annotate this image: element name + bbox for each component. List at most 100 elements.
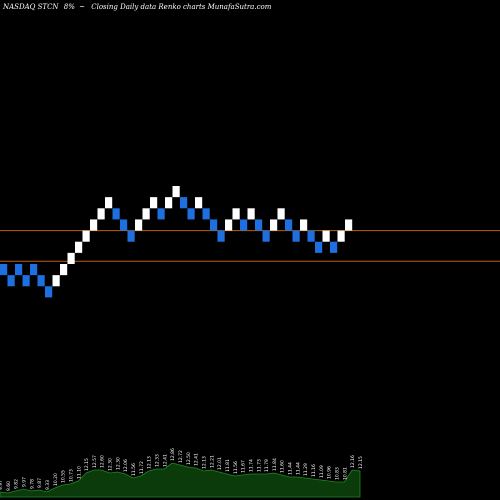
volume-label: 10.55 — [61, 470, 67, 483]
renko-brick — [285, 219, 293, 231]
renko-brick — [150, 197, 158, 209]
renko-brick — [22, 275, 30, 287]
volume-label: 11.81 — [225, 459, 231, 472]
volume-label: 12.16 — [350, 455, 356, 468]
volume-label: 11.73 — [256, 459, 262, 472]
renko-brick — [60, 264, 68, 276]
renko-brick — [67, 252, 75, 264]
volume-label: 12.15 — [84, 458, 90, 471]
renko-brick — [112, 208, 120, 220]
renko-brick — [30, 264, 38, 276]
volume-label: 12.06 — [123, 459, 129, 472]
renko-brick — [217, 230, 225, 242]
volume-label: 9.97 — [21, 477, 27, 487]
volume-label: 11.44 — [288, 462, 294, 475]
renko-brick — [135, 219, 143, 231]
renko-brick — [240, 219, 248, 231]
renko-brick — [75, 241, 83, 253]
volume-label: 12.41 — [162, 454, 168, 467]
volume-label: 12.57 — [92, 455, 98, 468]
volume-panel — [0, 462, 361, 498]
volume-label: 12.72 — [178, 450, 184, 463]
volume-label: 11.44 — [295, 462, 301, 475]
renko-brick — [127, 230, 135, 242]
renko-brick — [15, 264, 23, 276]
renko-bricks — [0, 186, 353, 298]
volume-label: 11.10 — [76, 466, 82, 479]
renko-brick — [202, 208, 210, 220]
renko-brick — [7, 275, 15, 287]
renko-brick — [247, 208, 255, 220]
renko-brick — [292, 230, 300, 242]
volume-label: 11.84 — [272, 458, 278, 471]
change-label: 8% — [64, 3, 75, 11]
volume-labels: 9.97 9.60 9.82 9.97 9.78 9.87 9.33 10.20 10.55 10… — [0, 448, 364, 491]
renko-brick — [255, 219, 263, 231]
volume-label: 9.78 — [29, 479, 35, 489]
renko-brick — [307, 230, 315, 242]
renko-brick — [165, 197, 173, 209]
renko-brick — [270, 219, 278, 231]
renko-brick — [52, 275, 60, 287]
volume-label: 12.01 — [217, 457, 223, 470]
renko-brick — [330, 241, 338, 253]
volume-label: 10.20 — [53, 473, 59, 486]
volume-label: 11.09 — [319, 465, 325, 478]
volume-label: 9.60 — [6, 481, 12, 491]
caption-label: Closing Daily data Renko charts MunafaSu… — [91, 3, 271, 11]
volume-label: 12.86 — [170, 448, 176, 461]
renko-brick — [37, 275, 45, 287]
volume-label: 9.82 — [14, 479, 20, 489]
renko-brick — [0, 264, 8, 276]
renko-brick — [187, 208, 195, 220]
volume-label: 11.67 — [241, 460, 247, 473]
volume-label: 12.33 — [155, 454, 161, 467]
renko-brick — [277, 208, 285, 220]
renko-brick — [225, 219, 233, 231]
chart-header: NASDAQ STCN 8% ~ Closing Daily data Renk… — [2, 3, 272, 11]
renko-brick — [142, 208, 150, 220]
volume-label: 10.96 — [327, 466, 333, 479]
renko-brick — [345, 219, 353, 231]
renko-brick — [337, 230, 345, 242]
renko-brick — [315, 241, 323, 253]
renko-brick — [105, 197, 113, 209]
volume-label: 12.30 — [108, 458, 114, 471]
volume-label: 11.56 — [233, 461, 239, 474]
renko-brick — [232, 208, 240, 220]
renko-brick — [90, 219, 98, 231]
volume-label: 11.74 — [248, 459, 254, 472]
volume-label: 10.83 — [335, 467, 341, 480]
renko-brick — [300, 219, 308, 231]
volume-label: 9.97 — [0, 480, 4, 490]
volume-label: 10.81 — [342, 467, 348, 480]
renko-brick — [45, 286, 53, 298]
volume-label: 12.13 — [201, 456, 207, 469]
volume-label: 12.21 — [209, 455, 215, 468]
volume-label: 11.56 — [131, 463, 137, 476]
renko-brick — [195, 197, 203, 209]
volume-label: 12.30 — [115, 457, 121, 470]
volume-area — [0, 462, 361, 498]
renko-brick — [120, 219, 128, 231]
renko-brick — [262, 230, 270, 242]
renko-brick — [210, 219, 218, 231]
renko-brick — [180, 197, 188, 209]
volume-label: 12.15 — [358, 456, 364, 469]
renko-brick — [157, 208, 165, 220]
renko-brick — [172, 186, 180, 198]
renko-brick — [97, 208, 105, 220]
volume-label: 10.73 — [68, 469, 74, 482]
volume-label: 12.13 — [147, 456, 153, 469]
volume-label: 9.87 — [37, 478, 43, 488]
renko-brick — [322, 230, 330, 242]
volume-label: 11.72 — [139, 461, 145, 474]
ticker-label: NASDAQ STCN — [2, 3, 59, 11]
volume-label: 11.60 — [280, 460, 286, 473]
volume-label: 12.50 — [186, 452, 192, 465]
volume-label: 11.16 — [311, 464, 317, 477]
volume-label: 12.41 — [194, 453, 200, 466]
volume-label: 11.29 — [303, 463, 309, 476]
